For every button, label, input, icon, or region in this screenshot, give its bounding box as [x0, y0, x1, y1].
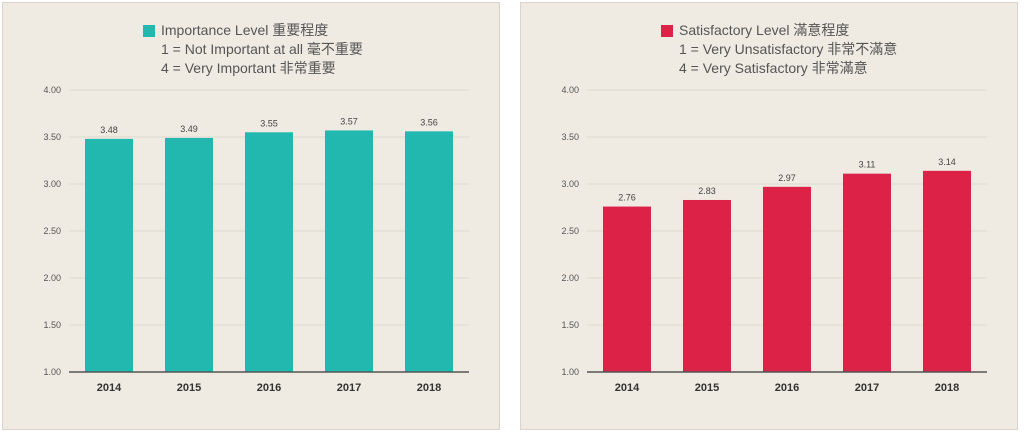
importance-bar-chart: 1.00 1.50 2.00 2.50 3.00 3.50 4.00 3.48 2014 3.49…: [43, 85, 469, 394]
y-tick-label: 2.50: [561, 226, 579, 236]
y-tick-label: 1.00: [561, 367, 579, 377]
bar: [85, 138, 133, 372]
y-tick-label: 3.00: [561, 179, 579, 189]
legend-scale-min: 1 = Not Important at all 毫不重要: [161, 41, 363, 57]
bar: [683, 199, 731, 372]
data-label: 3.11: [859, 160, 876, 170]
bar: [603, 206, 651, 372]
data-label: 2.97: [778, 173, 796, 183]
x-tick-label: 2018: [417, 382, 441, 394]
bar: [405, 131, 453, 372]
bar: [165, 137, 213, 372]
data-label: 2.76: [618, 193, 636, 203]
y-tick-label: 3.00: [43, 179, 61, 189]
y-tick-label: 2.50: [43, 226, 61, 236]
legend-title: Satisfactory Level 滿意程度: [679, 22, 850, 38]
legend-scale-max: 4 = Very Satisfactory 非常滿意: [679, 60, 868, 76]
importance-chart-panel: Importance Level 重要程度 1 = Not Important …: [2, 2, 500, 430]
x-tick-label: 2017: [855, 382, 879, 394]
y-tick-label: 1.00: [43, 367, 61, 377]
legend-scale-max: 4 = Very Important 非常重要: [161, 60, 336, 76]
y-tick-label: 4.00: [561, 85, 579, 95]
data-label: 2.83: [698, 186, 716, 196]
satisfactory-chart-panel: Satisfactory Level 滿意程度 1 = Very Unsatis…: [520, 2, 1018, 430]
y-tick-label: 3.50: [561, 132, 579, 142]
data-label: 3.48: [100, 125, 118, 135]
x-tick-label: 2017: [337, 382, 361, 394]
x-tick-label: 2014: [97, 382, 122, 394]
legend-title: Importance Level 重要程度: [161, 22, 329, 38]
x-tick-label: 2015: [177, 382, 201, 394]
data-label: 3.49: [180, 124, 198, 134]
bar: [325, 130, 373, 372]
data-label: 3.55: [260, 118, 278, 128]
x-tick-label: 2014: [615, 382, 640, 394]
x-tick-label: 2016: [257, 382, 281, 394]
bar: [843, 173, 891, 372]
bar: [245, 132, 293, 372]
x-tick-label: 2016: [775, 382, 799, 394]
legend-scale-min: 1 = Very Unsatisfactory 非常不滿意: [679, 41, 898, 57]
x-tick-label: 2018: [935, 382, 959, 394]
legend-swatch: [143, 24, 155, 37]
y-tick-label: 2.00: [43, 273, 61, 283]
bar: [763, 186, 811, 372]
x-tick-label: 2015: [695, 382, 719, 394]
legend-swatch: [661, 24, 673, 37]
data-label: 3.14: [938, 157, 956, 167]
data-label: 3.57: [340, 116, 358, 126]
y-tick-label: 1.50: [43, 320, 61, 330]
data-label: 3.56: [420, 117, 438, 127]
bar: [923, 170, 971, 372]
y-tick-label: 4.00: [43, 85, 61, 95]
chart-legend: Importance Level 重要程度 1 = Not Important …: [143, 21, 363, 78]
chart-legend: Satisfactory Level 滿意程度 1 = Very Unsatis…: [661, 21, 897, 78]
y-tick-label: 2.00: [561, 273, 579, 283]
satisfactory-bar-chart: 1.00 1.50 2.00 2.50 3.00 3.50 4.00 2.76 2014 2.83…: [561, 85, 987, 394]
y-tick-label: 1.50: [561, 320, 579, 330]
y-tick-label: 3.50: [43, 132, 61, 142]
